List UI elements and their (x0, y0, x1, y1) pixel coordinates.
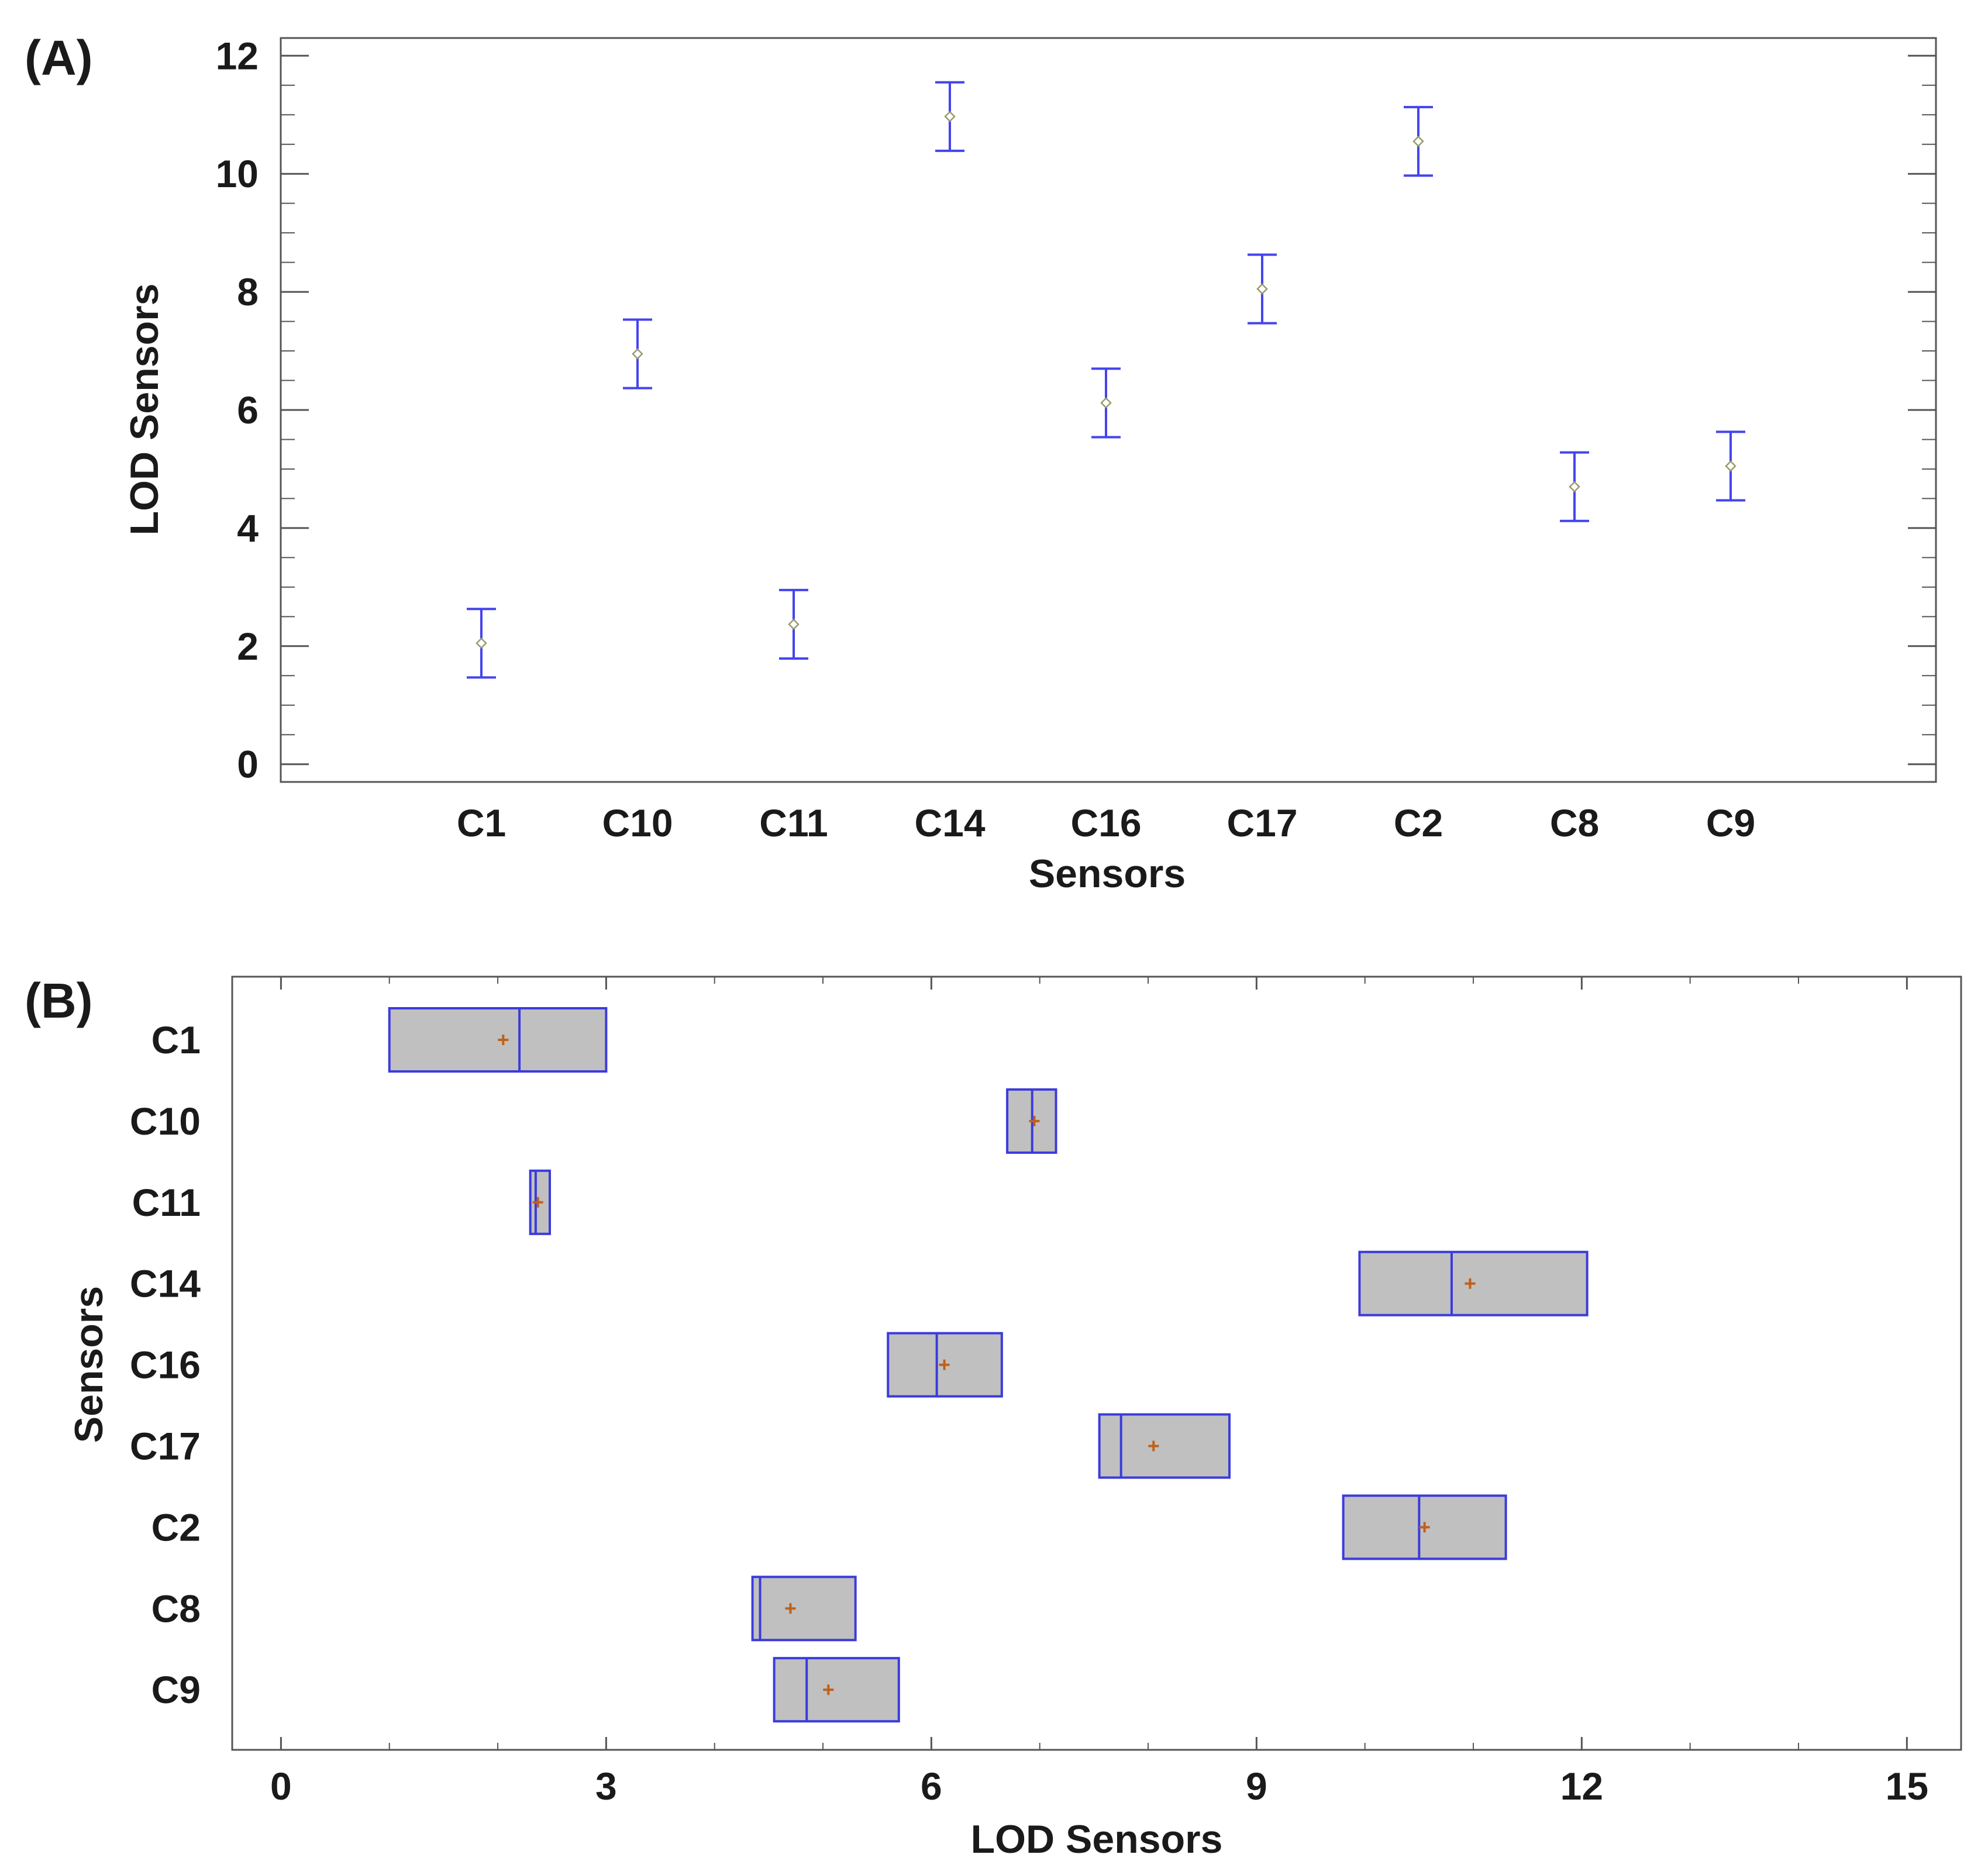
panel-b-y-tick-label: C8 (151, 1587, 201, 1630)
panel-b-x-tick-label: 15 (1886, 1764, 1928, 1808)
panel-b-box (773, 1657, 900, 1723)
panel-a-x-tick-label: C8 (1550, 801, 1599, 845)
panel-b-mean-marker (1419, 1522, 1430, 1533)
panel-b-y-axis-title: Sensors (67, 1286, 111, 1443)
panel-b-x-tick-label: 12 (1560, 1764, 1603, 1808)
panel-b-y-tick-label: C9 (151, 1668, 201, 1711)
panel-a-mean-point (1412, 135, 1424, 147)
panel-a-mean-point (476, 637, 487, 649)
panel-a-x-axis-title: Sensors (1029, 852, 1186, 896)
panel-a-mean-point (944, 111, 956, 123)
panel-b-x-tick-label: 3 (595, 1764, 617, 1808)
panel-b-box (751, 1576, 857, 1642)
panel-b-ticks: 0 3 6 9 12 15 C1 C10 C11 C14 C16 C17 C2 C8 C9 (130, 977, 1928, 1808)
panel-b-mean-marker (823, 1684, 834, 1695)
panel-a-mean-point (1100, 397, 1112, 409)
panel-a-mean-point (1256, 283, 1268, 295)
panel-a-mean-point (788, 618, 800, 630)
panel-a-mean-point (1569, 481, 1580, 493)
panel-b-mean-marker (1148, 1440, 1159, 1452)
panel-a-x-tick-label: C14 (914, 801, 985, 845)
panel-a-mean-point (632, 348, 643, 360)
panel-a-y-axis-title: LOD Sensors (122, 284, 167, 536)
panel-b-y-tick-label: C2 (151, 1505, 201, 1549)
panel-b-plot-frame (231, 976, 1962, 1751)
panel-a-x-tick-label: C11 (759, 801, 828, 845)
panel-a-plot-frame (280, 37, 1937, 783)
panel-a-y-tick-label: 12 (216, 34, 259, 77)
panel-b-x-axis-title: LOD Sensors (971, 1817, 1223, 1862)
panel-a-x-tick-label: C16 (1070, 801, 1141, 845)
panel-b-x-tick-label: 0 (270, 1764, 292, 1808)
panel-a-y-tick-label: 10 (216, 152, 259, 195)
panel-b-y-tick-label: C16 (130, 1343, 201, 1387)
panel-a-y-tick-label: 4 (237, 506, 259, 550)
panel-b-y-tick-label: C1 (151, 1018, 201, 1061)
panel-a-mean-point (1725, 460, 1737, 472)
panel-a-marks (467, 81, 1745, 679)
panel-b-mean-marker (532, 1197, 543, 1208)
panel-b-mean-marker (785, 1603, 796, 1614)
panel-a: (A) 0 2 4 6 8 10 12 C1 C10 C11 C14 C16 C17 C2 C8 C9 Sen… (25, 30, 1937, 896)
panel-b-marks (388, 1007, 1589, 1723)
panel-a-x-tick-label: C2 (1394, 801, 1443, 845)
panel-b-y-tick-label: C17 (130, 1425, 201, 1468)
panel-a-y-tick-label: 6 (237, 388, 259, 432)
panel-a-label: (A) (25, 30, 93, 85)
panel-a-ticks: 0 2 4 6 8 10 12 C1 C10 C11 C14 C16 C17 C2 C8 C9 (216, 34, 1936, 845)
panel-b-mean-marker (1029, 1115, 1040, 1126)
panel-b-mean-marker (498, 1035, 509, 1045)
panel-b-label: (B) (25, 973, 93, 1028)
panel-a-y-tick-label: 0 (237, 743, 259, 786)
panel-b-y-tick-label: C14 (130, 1262, 201, 1305)
panel-a-x-tick-label: C9 (1706, 801, 1755, 845)
panel-b-box (388, 1007, 608, 1073)
panel-a-x-tick-label: C17 (1226, 801, 1297, 845)
panel-b-y-tick-label: C11 (132, 1181, 201, 1224)
panel-b: (B) 0 3 6 9 12 15 C1 C10 C11 C14 C16 C17 C2 C8 C9 LOD … (25, 973, 1962, 1862)
panel-a-y-tick-label: 2 (237, 625, 259, 668)
panel-b-mean-marker (939, 1359, 950, 1370)
panel-b-mean-marker (1465, 1278, 1476, 1289)
panel-a-x-tick-label: C10 (602, 801, 673, 845)
panel-b-y-tick-label: C10 (130, 1100, 201, 1143)
panel-a-y-tick-label: 8 (237, 270, 259, 313)
panel-b-box (1098, 1413, 1231, 1479)
panel-b-x-tick-label: 9 (1246, 1764, 1267, 1808)
panel-b-x-tick-label: 6 (921, 1764, 942, 1808)
panel-a-x-tick-label: C1 (457, 801, 506, 845)
